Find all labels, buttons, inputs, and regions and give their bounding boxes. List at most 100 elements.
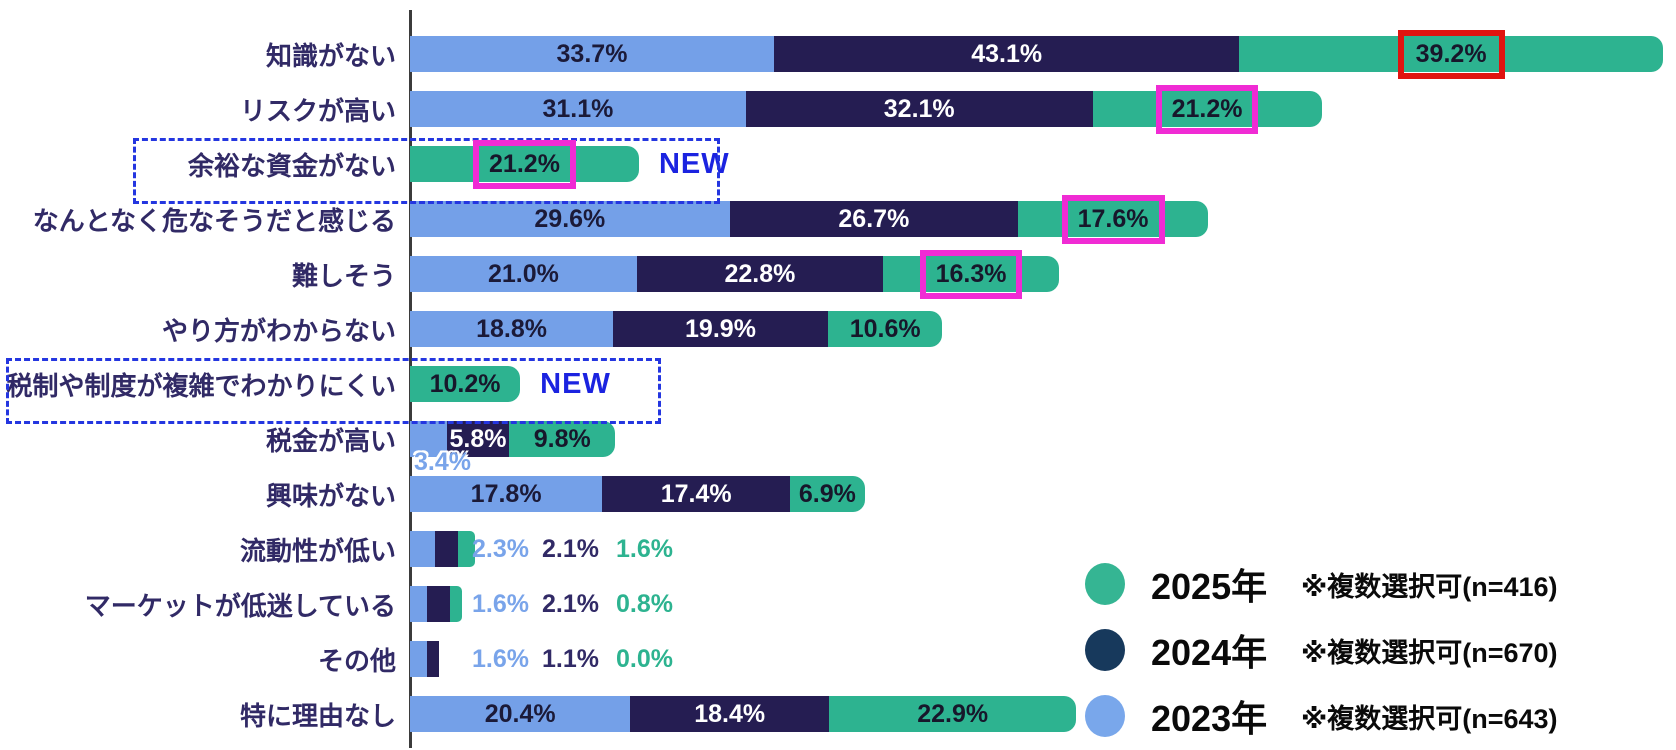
legend-row-2025: 2025年 ※複数選択可(n=416) xyxy=(1085,551,1558,617)
value-label-outside: 2.1% xyxy=(542,589,599,618)
category-label: 知識がない xyxy=(265,40,396,71)
bar-row: 20.4% 18.4% 22.9% xyxy=(410,696,1077,732)
value-label-outside: 1.1% xyxy=(542,644,599,673)
bar-row: 5.8% 9.8% 3.4% xyxy=(410,421,616,475)
segment-2023 xyxy=(410,531,435,567)
value-label: 10.2% xyxy=(429,369,501,398)
value-label-highlighted: 21.2% xyxy=(1155,84,1259,134)
value-label-highlighted: 21.2% xyxy=(473,139,576,189)
segment-2024: 18.4% xyxy=(630,696,830,732)
value-label: 17.8% xyxy=(470,479,542,508)
category-label: 税金が高い xyxy=(265,425,396,456)
segment-2024: 17.4% xyxy=(602,476,791,512)
chart-legend: 2025年 ※複数選択可(n=416) 2024年 ※複数選択可(n=670) … xyxy=(1085,551,1558,749)
value-label-below: 3.4% xyxy=(414,448,471,476)
value-label: 9.8% xyxy=(533,424,591,453)
segment-2025: 21.2% xyxy=(1092,84,1322,134)
bar-row: 29.6% 26.7% 17.6% xyxy=(410,194,1209,244)
legend-row-2024: 2024年 ※複数選択可(n=670) xyxy=(1085,617,1558,683)
category-label: マーケットが低迷している xyxy=(84,590,396,621)
segment-2025: 17.6% xyxy=(1018,194,1209,244)
bar-row: 17.8% 17.4% 6.9% xyxy=(410,476,865,512)
category-label: 特に理由なし xyxy=(239,700,396,731)
segment-2024: 32.1% xyxy=(745,91,1093,127)
value-label-outside: 1.6% xyxy=(472,589,529,618)
segment-2023: 33.7% xyxy=(410,36,774,72)
bar-row: 31.1% 32.1% 21.2% xyxy=(410,84,1322,134)
category-label: 余裕な資金がない xyxy=(187,150,396,181)
segment-2023: 17.8% xyxy=(410,476,603,512)
value-label: 26.7% xyxy=(838,204,910,233)
segment-2025: 6.9% xyxy=(790,476,865,512)
bar-row: 18.8% 19.9% 10.6% xyxy=(410,311,943,347)
segment-2025: 16.3% xyxy=(883,249,1060,299)
value-label: 19.9% xyxy=(685,314,756,343)
value-label: 17.4% xyxy=(660,479,732,508)
value-label: 10.6% xyxy=(849,314,921,343)
legend-swatch-2025-icon xyxy=(1085,563,1125,605)
value-label: 33.7% xyxy=(556,39,628,68)
category-label: その他 xyxy=(317,645,396,676)
value-label-outside: 0.8% xyxy=(616,589,673,618)
value-label: 6.9% xyxy=(798,479,856,508)
value-label: 18.4% xyxy=(694,699,766,728)
value-label: 22.9% xyxy=(917,699,989,728)
segment-2024: 5.8% xyxy=(446,421,510,457)
value-label-highlighted: 39.2% xyxy=(1397,29,1505,79)
value-label: 5.8% xyxy=(449,424,507,453)
segment-2023: 29.6% xyxy=(410,201,730,237)
segment-2023: 31.1% xyxy=(410,91,746,127)
value-label-outside: 2.3% xyxy=(472,534,529,563)
legend-row-2023: 2023年 ※複数選択可(n=643) xyxy=(1085,683,1558,749)
category-label: 興味がない xyxy=(265,480,396,511)
category-label: リスクが高い xyxy=(239,95,396,126)
legend-swatch-2024-icon xyxy=(1085,629,1125,671)
segment-2024: 43.1% xyxy=(773,36,1240,72)
value-label-highlighted: 17.6% xyxy=(1061,194,1165,244)
value-label-highlighted: 16.3% xyxy=(919,249,1023,299)
new-badge: NEW xyxy=(540,367,611,400)
value-label: 43.1% xyxy=(971,39,1043,68)
legend-year-label: 2023年 xyxy=(1151,698,1268,739)
legend-note: ※複数選択可(n=670) xyxy=(1301,637,1558,668)
segment-2025: 9.8% xyxy=(509,421,616,457)
value-label: 21.0% xyxy=(487,259,559,288)
segment-2023 xyxy=(410,641,428,677)
value-label-outside: 0.0% xyxy=(616,644,673,673)
segment-2023: 20.4% xyxy=(410,696,631,732)
bar-row: 1.6% 2.1% 0.8% xyxy=(410,586,673,622)
category-label: 税制や制度が複雑でわかりにくい xyxy=(6,370,396,401)
value-label-outside: 1.6% xyxy=(616,534,673,563)
value-label: 31.1% xyxy=(542,94,614,123)
value-label: 29.6% xyxy=(534,204,606,233)
category-label: なんとなく危なそうだと感じる xyxy=(32,205,396,236)
segment-2024: 26.7% xyxy=(729,201,1019,237)
segment-2025: 21.2% xyxy=(410,139,639,189)
segment-2023: 21.0% xyxy=(410,256,637,292)
segment-2023: 18.8% xyxy=(410,311,614,347)
segment-2024 xyxy=(434,531,458,567)
value-label-outside: 2.1% xyxy=(542,534,599,563)
bar-row: 10.2% NEW xyxy=(410,366,611,402)
segment-2025: 22.9% xyxy=(829,696,1077,732)
category-label: 流動性が低い xyxy=(239,535,396,566)
bar-row: 33.7% 43.1% 39.2% xyxy=(410,29,1663,79)
value-label: 32.1% xyxy=(883,94,955,123)
bar-row: 21.0% 22.8% 16.3% xyxy=(410,249,1060,299)
segment-2025 xyxy=(457,531,475,567)
legend-swatch-2023-icon xyxy=(1085,695,1125,737)
value-label: 20.4% xyxy=(484,699,556,728)
category-label: やり方がわからない xyxy=(161,315,396,346)
value-label: 22.8% xyxy=(724,259,796,288)
segment-2023 xyxy=(410,586,428,622)
segment-2025: 10.2% xyxy=(410,366,521,402)
segment-2025: 10.6% xyxy=(827,311,943,347)
segment-2024 xyxy=(427,586,450,622)
new-item-dashed-box xyxy=(6,358,661,424)
category-label: 難しそう xyxy=(291,260,396,291)
legend-year-label: 2024年 xyxy=(1151,632,1268,673)
segment-2024 xyxy=(427,641,440,677)
legend-year-label: 2025年 xyxy=(1151,566,1268,607)
value-label-outside: 1.6% xyxy=(472,644,529,673)
